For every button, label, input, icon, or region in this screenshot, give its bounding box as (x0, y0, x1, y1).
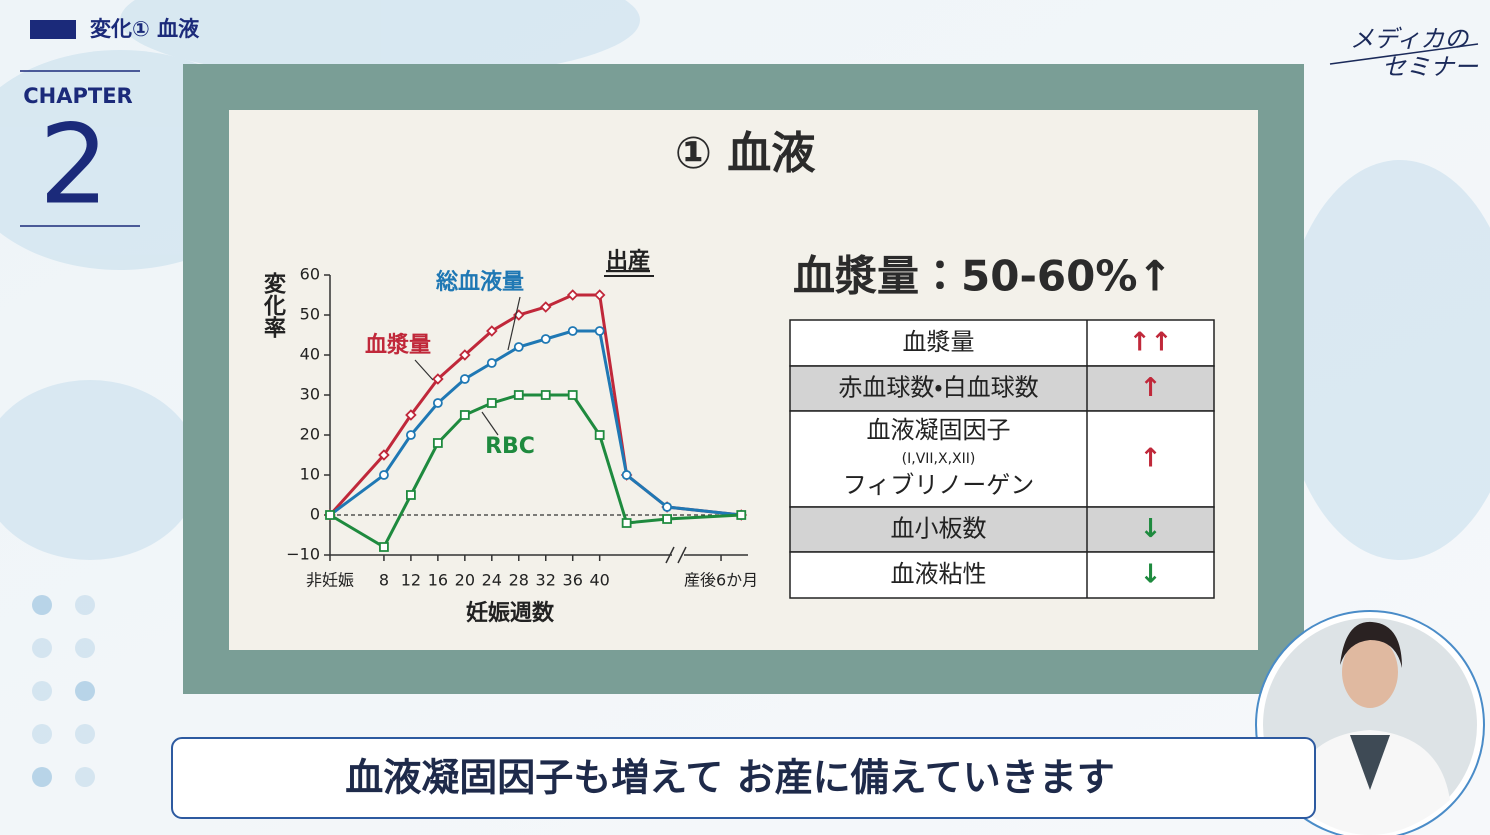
point (621, 470, 632, 480)
row-label: 血液粘性 (891, 560, 987, 588)
point (736, 510, 747, 520)
row-label: 血小板数 (891, 515, 987, 543)
point (566, 289, 579, 301)
x-tick-label: 8 (379, 571, 389, 590)
label-pointer (481, 411, 499, 436)
x-tick-label: 28 (509, 571, 529, 590)
x-tick-label: 32 (536, 571, 556, 590)
trend-arrow: ↑↑ (1129, 328, 1173, 358)
point (486, 358, 497, 368)
y-axis-label: 変化率 (260, 272, 287, 339)
heading: 血漿量：50-60%↑ (793, 252, 1173, 301)
y-tick-label: 60 (300, 265, 320, 284)
y-tick-label: 20 (300, 425, 320, 444)
series-label: 総血液量 (435, 269, 524, 295)
x-tick-label: 16 (428, 571, 448, 590)
point (406, 430, 416, 440)
point (662, 514, 672, 524)
point (513, 390, 524, 400)
row-label: フィブリノーゲン (843, 471, 1035, 499)
point (432, 438, 443, 448)
point (593, 289, 606, 301)
x-tick-label: 36 (563, 571, 583, 590)
y-tick-label: 50 (300, 305, 320, 324)
point (486, 398, 497, 408)
point (567, 390, 578, 400)
slide-title: ① 血液 (675, 128, 817, 179)
point (459, 374, 470, 384)
row-label: (I,VII,X,XII) (902, 451, 976, 467)
logo-text: セミナー (1382, 53, 1479, 81)
point (540, 390, 551, 400)
x-axis-label: 妊娠週数 (466, 600, 555, 626)
axis-break (665, 546, 687, 564)
point (432, 373, 444, 385)
point (594, 326, 605, 336)
trend-arrow: ↑ (1140, 444, 1162, 474)
x-tick-label: 産後6か月 (684, 571, 758, 590)
caption-box (171, 737, 1316, 819)
point (379, 470, 389, 480)
caption: 血液凝固因子も増えて お産に備えていきます (345, 756, 1114, 800)
label-pointer (414, 359, 434, 381)
label-pointer (507, 296, 521, 351)
trend-arrow: ↓ (1140, 560, 1162, 590)
point (459, 349, 471, 361)
point (486, 325, 498, 337)
chapter-number: 2 (39, 100, 109, 228)
point (594, 430, 605, 440)
point (379, 542, 389, 552)
row-label: 血漿量 (903, 328, 975, 356)
point (513, 342, 524, 352)
x-tick-label: 24 (482, 571, 502, 590)
point (662, 502, 672, 512)
chart: −10 0 10 20 30 40 50 60 非妊娠 8 12 16 20 24 28 32 36 40 産後6か… (260, 249, 758, 626)
table-row (789, 410, 1215, 508)
x-tick-label: 40 (589, 571, 609, 590)
x-tick-label: 12 (401, 571, 421, 590)
point (459, 410, 470, 420)
logo: メディカの セミナー (1329, 25, 1479, 81)
dots (32, 595, 95, 787)
point (621, 518, 632, 528)
table: 血漿量 ↑↑ 赤血球数・白血球数 ↑ 血液凝固因子 (I,VII,X,XII) フィブリノー… (789, 319, 1215, 599)
point (539, 301, 552, 313)
point (325, 510, 335, 520)
x-tick-label: 20 (455, 571, 475, 590)
point (406, 490, 416, 500)
y-tick-label: −10 (286, 545, 320, 564)
trend-arrow: ↑ (1140, 373, 1162, 403)
point (567, 326, 578, 336)
table-row (789, 506, 1215, 553)
header-bar (30, 20, 76, 39)
annotation: 出産 (606, 249, 650, 274)
logo-stroke (1329, 43, 1479, 65)
section-title: 変化① 血液 (90, 17, 200, 41)
row-label: 赤血球数・白血球数 (838, 374, 1038, 402)
x-tick-label: 非妊娠 (306, 571, 354, 590)
y-tick-label: 10 (300, 465, 320, 484)
table-row (789, 319, 1215, 367)
y-tick-label: 40 (300, 345, 320, 364)
y-tick-label: 30 (300, 385, 320, 404)
series-label: 血漿量 (365, 332, 431, 358)
trend-arrow: ↓ (1140, 514, 1162, 544)
chapter-label: CHAPTER (23, 84, 132, 108)
row-label: 血液凝固因子 (867, 416, 1011, 444)
y-tick-label: 0 (310, 505, 320, 524)
point (540, 334, 551, 344)
logo-text: メディカの (1350, 25, 1470, 53)
point (378, 449, 390, 461)
point (432, 398, 443, 408)
series-label: RBC (485, 434, 535, 459)
point (405, 409, 417, 421)
table-row (789, 551, 1215, 599)
